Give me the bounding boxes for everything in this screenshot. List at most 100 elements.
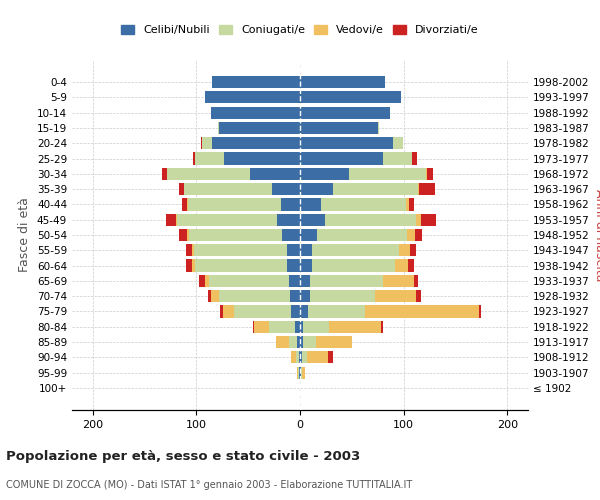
Bar xyxy=(419,183,435,195)
Bar xyxy=(310,290,374,302)
Bar xyxy=(218,122,219,134)
Bar xyxy=(333,183,418,195)
Bar xyxy=(187,198,188,210)
Bar xyxy=(277,214,300,226)
Bar xyxy=(212,137,300,149)
Bar xyxy=(300,336,303,348)
Bar xyxy=(186,244,192,256)
Bar xyxy=(378,122,379,134)
Bar xyxy=(408,260,414,272)
Bar xyxy=(223,306,233,318)
Bar xyxy=(301,366,302,379)
Bar xyxy=(296,352,299,364)
Bar xyxy=(205,91,300,104)
Bar xyxy=(199,275,205,287)
Bar xyxy=(189,229,283,241)
Bar xyxy=(409,198,414,210)
Bar xyxy=(310,275,383,287)
Bar xyxy=(186,260,192,272)
Bar xyxy=(374,290,416,302)
Bar xyxy=(290,306,300,318)
Bar xyxy=(300,137,393,149)
Bar xyxy=(219,122,300,134)
Bar xyxy=(383,275,414,287)
Bar xyxy=(276,336,289,348)
Bar xyxy=(381,320,383,333)
Bar xyxy=(479,306,481,318)
Bar xyxy=(290,290,300,302)
Bar xyxy=(224,152,300,164)
Bar xyxy=(349,168,427,180)
Bar xyxy=(205,275,209,287)
Bar xyxy=(300,244,313,256)
Bar xyxy=(211,106,300,118)
Bar xyxy=(233,306,290,318)
Bar xyxy=(253,320,254,333)
Bar xyxy=(313,244,400,256)
Bar xyxy=(406,198,409,210)
Bar xyxy=(283,229,300,241)
Bar xyxy=(299,352,300,364)
Bar xyxy=(421,214,436,226)
Bar xyxy=(300,352,302,364)
Bar xyxy=(300,229,317,241)
Bar xyxy=(329,320,381,333)
Bar xyxy=(219,290,290,302)
Bar xyxy=(194,244,287,256)
Bar xyxy=(212,76,300,88)
Bar xyxy=(365,306,479,318)
Bar xyxy=(188,198,281,210)
Bar xyxy=(300,198,321,210)
Bar xyxy=(182,198,187,210)
Bar xyxy=(415,229,422,241)
Bar xyxy=(328,352,333,364)
Y-axis label: Anni di nascita: Anni di nascita xyxy=(593,188,600,281)
Bar xyxy=(289,275,300,287)
Bar xyxy=(395,260,408,272)
Bar xyxy=(209,275,289,287)
Bar xyxy=(300,76,385,88)
Bar xyxy=(300,320,303,333)
Bar xyxy=(297,366,298,379)
Bar xyxy=(383,152,412,164)
Bar xyxy=(300,260,313,272)
Bar xyxy=(300,183,333,195)
Bar xyxy=(202,137,212,149)
Bar xyxy=(298,366,299,379)
Bar xyxy=(167,168,250,180)
Bar xyxy=(211,290,219,302)
Bar xyxy=(300,214,325,226)
Bar xyxy=(416,214,421,226)
Bar xyxy=(289,336,297,348)
Bar xyxy=(192,260,196,272)
Bar xyxy=(416,290,421,302)
Bar xyxy=(179,183,184,195)
Bar xyxy=(295,320,300,333)
Bar xyxy=(427,168,433,180)
Bar xyxy=(179,229,187,241)
Bar xyxy=(193,152,196,164)
Bar xyxy=(412,152,417,164)
Bar xyxy=(300,91,401,104)
Bar xyxy=(400,244,410,256)
Bar xyxy=(418,183,419,195)
Bar xyxy=(414,275,418,287)
Bar xyxy=(287,260,300,272)
Bar xyxy=(393,137,403,149)
Bar xyxy=(269,320,295,333)
Bar xyxy=(307,352,328,364)
Bar xyxy=(300,106,390,118)
Bar xyxy=(302,366,305,379)
Y-axis label: Fasce di età: Fasce di età xyxy=(19,198,31,272)
Bar xyxy=(254,320,269,333)
Bar xyxy=(281,198,300,210)
Bar xyxy=(303,336,316,348)
Bar xyxy=(300,152,383,164)
Legend: Celibi/Nubili, Coniugati/e, Vedovi/e, Divorziati/e: Celibi/Nubili, Coniugati/e, Vedovi/e, Di… xyxy=(117,20,483,40)
Bar xyxy=(200,137,202,149)
Bar xyxy=(407,229,415,241)
Bar xyxy=(272,183,300,195)
Bar xyxy=(290,352,296,364)
Bar xyxy=(316,336,352,348)
Bar xyxy=(325,214,416,226)
